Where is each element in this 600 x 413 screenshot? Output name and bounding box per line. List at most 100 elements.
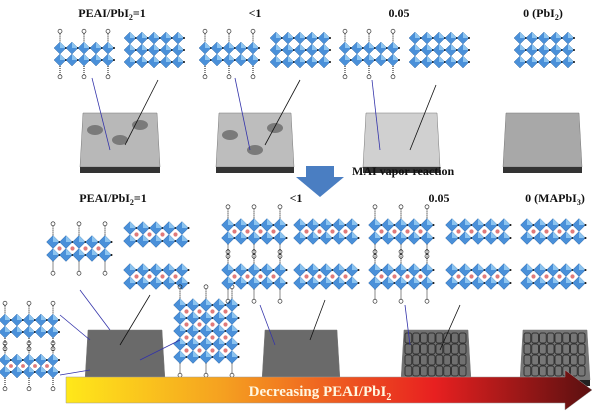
octahedron-face: [352, 276, 359, 283]
grain-boundary: [570, 332, 578, 344]
domain-patch: [87, 125, 103, 135]
iodide-atom: [432, 237, 435, 239]
octahedral-layer: [123, 221, 190, 248]
octahedron-face: [313, 231, 320, 238]
octahedral-layer: [173, 284, 240, 378]
octahedron-face: [182, 221, 189, 228]
octahedron-face: [566, 263, 573, 270]
octahedron-face: [232, 337, 239, 344]
octahedron-face: [478, 276, 485, 283]
octahedron-face: [53, 326, 59, 332]
octahedron-face: [326, 218, 333, 225]
cation-atom: [343, 274, 348, 279]
octahedron-face: [452, 231, 459, 238]
phenyl-ring-icon: [372, 249, 378, 255]
phenyl-ring-icon: [251, 253, 257, 259]
cation-atom: [197, 309, 202, 314]
phenyl-ring-icon: [203, 284, 209, 290]
octahedron-face: [324, 32, 330, 38]
octahedron-face: [154, 56, 160, 62]
octahedral-layer: [408, 31, 470, 69]
octahedron-face: [339, 276, 346, 283]
octahedron-face: [53, 366, 59, 372]
cation-atom: [223, 322, 228, 327]
octahedron-face: [491, 231, 498, 238]
film-surface: [502, 112, 583, 168]
cation-atom: [330, 229, 335, 234]
phenyl-ring-icon: [225, 253, 231, 259]
pointer-line: [264, 79, 301, 146]
phenyl-ring-icon: [251, 204, 257, 210]
film-slab: [362, 112, 441, 173]
cation-atom: [197, 335, 202, 340]
cation-atom: [57, 246, 62, 251]
octahedron-face: [276, 32, 282, 38]
octahedron-face: [267, 276, 274, 283]
octahedron-face: [465, 263, 472, 270]
octahedron-face: [414, 263, 421, 270]
octahedron-face: [427, 276, 434, 283]
film-surface: [362, 112, 441, 168]
octahedron-face: [326, 263, 333, 270]
octahedral-layer: [520, 263, 587, 290]
cation-atom: [379, 229, 384, 234]
grain-boundary: [570, 354, 578, 366]
octahedron-face: [388, 231, 395, 238]
octahedral-layer: [520, 218, 587, 245]
cation-atom: [223, 348, 228, 353]
phenyl-ring-icon: [398, 298, 404, 304]
octahedron-face: [452, 276, 459, 283]
cation-atom: [531, 229, 536, 234]
octahedron-face: [375, 218, 382, 225]
octahedron-face: [415, 44, 421, 50]
octahedron-face: [300, 32, 306, 38]
octahedron-face: [313, 218, 320, 225]
iodide-atom: [258, 59, 260, 61]
octahedron-face: [313, 276, 320, 283]
pointer-line: [124, 79, 159, 146]
film-surface: [215, 112, 295, 168]
phenyl-ring-icon: [366, 74, 372, 80]
cation-atom: [33, 364, 37, 368]
octahedron-face: [105, 235, 112, 242]
octahedron-face: [241, 231, 248, 238]
octahedron-face: [491, 276, 498, 283]
octahedron-face: [357, 54, 363, 60]
grain-boundary: [577, 354, 586, 366]
octahedron-face: [29, 366, 35, 372]
phenyl-ring-icon: [372, 204, 378, 210]
octahedron-face: [228, 263, 235, 270]
octahedron-face: [178, 56, 184, 62]
octahedron-face: [29, 354, 35, 360]
octahedron-face: [312, 56, 318, 62]
octahedron-face: [439, 32, 445, 38]
octahedron-face: [53, 354, 59, 360]
grain-boundary: [523, 332, 532, 344]
octahedron-face: [219, 311, 226, 318]
octahedron-face: [267, 218, 274, 225]
octahedron-face: [451, 44, 457, 50]
octahedral-layer: [513, 31, 575, 69]
octahedron-face: [300, 231, 307, 238]
octahedron-face: [532, 32, 538, 38]
phenyl-ring-icon: [102, 221, 108, 227]
octahedron-face: [369, 42, 375, 48]
phenyl-ring-icon: [105, 74, 111, 80]
phenyl-ring-icon: [372, 298, 378, 304]
grain-boundary: [404, 343, 413, 355]
iodide-atom: [432, 269, 435, 271]
cation-atom: [184, 335, 189, 340]
phenyl-ring-icon: [250, 28, 256, 34]
iodide-atom: [468, 37, 470, 39]
octahedron-face: [41, 314, 47, 320]
phenyl-ring-icon: [250, 74, 256, 80]
cation-atom: [271, 274, 276, 279]
film-slab: [502, 112, 583, 173]
octahedron-face: [166, 56, 172, 62]
pointer-line: [79, 289, 111, 331]
octahedral-layer: [221, 204, 288, 259]
octahedron-face: [219, 298, 226, 305]
iodide-atom: [329, 61, 331, 63]
phenyl-ring-icon: [342, 28, 348, 34]
phenyl-ring-icon: [251, 249, 257, 255]
